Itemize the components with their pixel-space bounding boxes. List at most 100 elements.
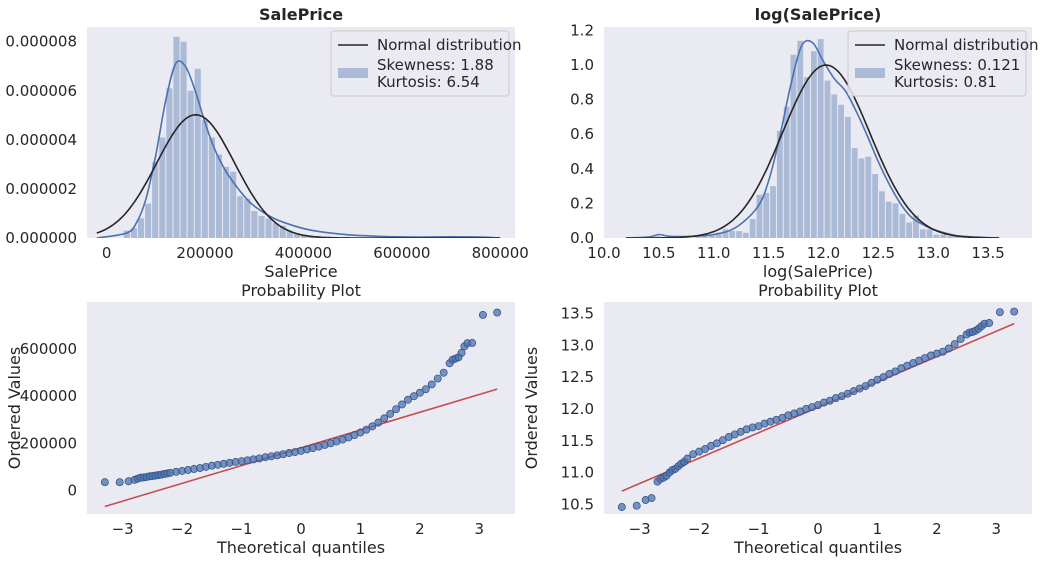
legend-swatch-histogram xyxy=(338,68,368,78)
histogram-bar xyxy=(722,229,729,238)
histogram-bar xyxy=(865,156,872,238)
x-tick-label: 0 xyxy=(102,244,112,262)
data-point xyxy=(100,478,109,487)
histogram-bar xyxy=(899,213,906,238)
chart-title: Probability Plot xyxy=(758,281,878,300)
histogram-bar xyxy=(763,193,770,238)
data-point xyxy=(427,380,436,389)
histogram-bar xyxy=(783,106,790,238)
x-tick-label: −2 xyxy=(171,520,193,538)
y-tick-label: 12.5 xyxy=(561,368,594,386)
x-tick-label: 1 xyxy=(356,520,366,538)
histogram-bar xyxy=(804,77,810,238)
histogram-bar xyxy=(194,68,201,238)
data-point xyxy=(392,405,401,414)
x-tick-label: 11.5 xyxy=(752,244,785,262)
log-saleprice-histogram-panel: log(SalePrice) 10.0 10.5 11.0 11.5 12.0 12.5 13… xyxy=(570,5,1038,281)
plot-marks xyxy=(625,39,1000,238)
histogram-bar xyxy=(940,234,947,238)
y-tick-label: 0.6 xyxy=(570,125,594,143)
histogram-bar xyxy=(838,104,844,238)
y-tick-label: 600000 xyxy=(20,340,77,358)
histogram-bar xyxy=(166,88,173,238)
histogram-bar xyxy=(851,148,858,238)
y-tick-label: 0.8 xyxy=(570,91,594,109)
histogram-bar xyxy=(742,232,749,238)
y-tick-label: 200000 xyxy=(20,434,77,452)
y-tick-label: 0.000002 xyxy=(5,180,77,198)
y-tick-label: 0.000008 xyxy=(5,33,77,51)
histogram-bar xyxy=(879,191,885,238)
legend-label: Kurtosis: 6.54 xyxy=(377,73,480,91)
y-tick-label: 0.0 xyxy=(570,229,594,247)
x-tick-label: 600000 xyxy=(373,244,430,262)
histogram-bar xyxy=(272,223,279,238)
histogram-bar xyxy=(237,196,244,238)
data-point xyxy=(415,388,424,397)
histogram-bar xyxy=(770,186,776,238)
x-axis-label: SalePrice xyxy=(264,262,337,281)
histogram-bar xyxy=(892,203,899,238)
data-point xyxy=(985,319,994,327)
data-point xyxy=(632,501,641,510)
kde-curve xyxy=(96,60,501,238)
histogram-bar xyxy=(953,236,960,238)
x-tick-label: 3 xyxy=(475,520,485,538)
data-point xyxy=(938,347,947,356)
x-tick-label: 10.0 xyxy=(587,244,620,262)
x-tick-label: 400000 xyxy=(275,244,332,262)
x-tick-label: 11.0 xyxy=(697,244,730,262)
x-axis-label: log(SalePrice) xyxy=(763,262,873,281)
data-point xyxy=(421,385,430,394)
data-point xyxy=(493,308,502,317)
x-tick-label: −1 xyxy=(747,520,769,538)
data-point xyxy=(944,344,953,353)
histogram-bar xyxy=(123,230,130,238)
histogram-bar xyxy=(715,232,722,238)
histogram-bar xyxy=(286,230,293,238)
histogram-bar xyxy=(159,137,166,238)
data-point xyxy=(439,368,448,377)
y-axis-label: Ordered Values xyxy=(522,347,541,469)
x-tick-label: 13.5 xyxy=(971,244,1004,262)
histogram-bar xyxy=(872,174,879,238)
histogram-bar xyxy=(187,90,194,238)
x-tick-label: 12.0 xyxy=(807,244,840,262)
data-point xyxy=(409,392,418,401)
histogram-bar xyxy=(173,36,180,238)
histogram-bar xyxy=(885,201,892,238)
y-tick-label: 0.2 xyxy=(570,194,594,212)
legend-label: Kurtosis: 0.81 xyxy=(894,73,997,91)
data-point xyxy=(867,378,876,387)
data-point xyxy=(433,374,442,383)
data-point xyxy=(718,436,727,445)
histogram-bar xyxy=(215,154,223,238)
data-point xyxy=(404,395,412,404)
y-axis-label: Ordered Values xyxy=(5,347,24,469)
histogram-bar xyxy=(258,215,265,238)
normal-distribution-curve xyxy=(625,64,1000,238)
histogram-bar xyxy=(152,161,159,238)
histogram-bar xyxy=(831,94,838,238)
x-tick-label: 3 xyxy=(992,520,1002,538)
histogram-bar xyxy=(790,54,797,238)
data-point xyxy=(457,348,466,357)
y-tick-label: 13.0 xyxy=(561,336,594,354)
data-point xyxy=(1010,307,1019,316)
legend-label: Normal distribution xyxy=(894,36,1039,54)
x-tick-label: 200000 xyxy=(176,244,233,262)
histogram-bar xyxy=(926,229,933,238)
chart-title: Probability Plot xyxy=(241,281,361,300)
y-tick-label: 0.000006 xyxy=(5,82,77,100)
y-tick-label: 12.0 xyxy=(561,400,594,418)
histogram-bar xyxy=(130,228,138,238)
data-point xyxy=(701,445,710,454)
x-tick-label: 12.5 xyxy=(862,244,895,262)
data-point xyxy=(386,409,395,418)
legend-frame xyxy=(847,30,1027,97)
data-point xyxy=(879,373,888,382)
histogram-bar xyxy=(300,235,308,238)
histogram-bar xyxy=(776,130,783,238)
histogram-bar xyxy=(947,236,953,238)
normal-distribution-curve xyxy=(96,113,501,238)
